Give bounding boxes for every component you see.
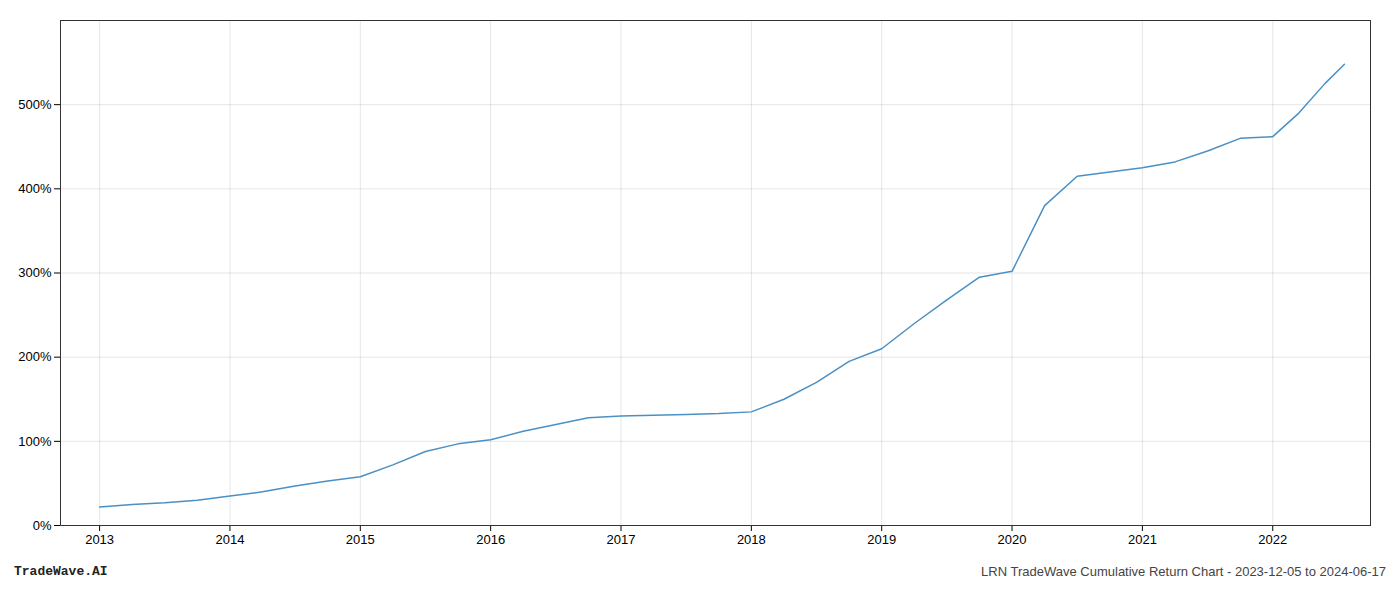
svg-text:2013: 2013 xyxy=(85,532,114,547)
html-text:LRN TradeWave Cumulative Retur: LRN TradeWave Cumulative Return Chart - … xyxy=(981,564,1386,579)
svg-text:2022: 2022 xyxy=(1258,532,1287,547)
svg-text:200%: 200% xyxy=(18,349,52,364)
svg-text:2014: 2014 xyxy=(215,532,244,547)
svg-text:2016: 2016 xyxy=(476,532,505,547)
svg-text:2018: 2018 xyxy=(737,532,766,547)
svg-text:2015: 2015 xyxy=(346,532,375,547)
svg-text:2017: 2017 xyxy=(607,532,636,547)
html-text:TradeWave.AI: TradeWave.AI xyxy=(14,564,108,579)
svg-text:2021: 2021 xyxy=(1128,532,1157,547)
svg-text:0%: 0% xyxy=(33,518,52,533)
svg-text:500%: 500% xyxy=(18,97,52,112)
svg-text:100%: 100% xyxy=(18,433,52,448)
svg-text:2019: 2019 xyxy=(867,532,896,547)
svg-text:2020: 2020 xyxy=(998,532,1027,547)
svg-text:400%: 400% xyxy=(18,181,52,196)
svg-text:300%: 300% xyxy=(18,265,52,280)
